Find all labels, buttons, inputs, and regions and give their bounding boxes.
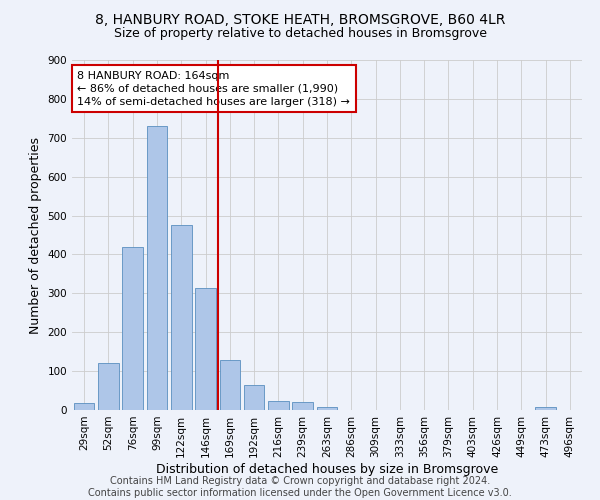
- Bar: [171, 226, 191, 410]
- Bar: [98, 362, 119, 410]
- X-axis label: Distribution of detached houses by size in Bromsgrove: Distribution of detached houses by size …: [156, 462, 498, 475]
- Bar: [317, 407, 337, 410]
- Text: Contains HM Land Registry data © Crown copyright and database right 2024.
Contai: Contains HM Land Registry data © Crown c…: [88, 476, 512, 498]
- Bar: [535, 407, 556, 410]
- Text: Size of property relative to detached houses in Bromsgrove: Size of property relative to detached ho…: [113, 28, 487, 40]
- Bar: [268, 401, 289, 410]
- Bar: [122, 248, 143, 410]
- Bar: [146, 126, 167, 410]
- Bar: [195, 288, 216, 410]
- Y-axis label: Number of detached properties: Number of detached properties: [29, 136, 42, 334]
- Bar: [74, 403, 94, 410]
- Bar: [244, 384, 265, 410]
- Bar: [220, 360, 240, 410]
- Text: 8 HANBURY ROAD: 164sqm
← 86% of detached houses are smaller (1,990)
14% of semi-: 8 HANBURY ROAD: 164sqm ← 86% of detached…: [77, 70, 350, 107]
- Bar: [292, 402, 313, 410]
- Text: 8, HANBURY ROAD, STOKE HEATH, BROMSGROVE, B60 4LR: 8, HANBURY ROAD, STOKE HEATH, BROMSGROVE…: [95, 12, 505, 26]
